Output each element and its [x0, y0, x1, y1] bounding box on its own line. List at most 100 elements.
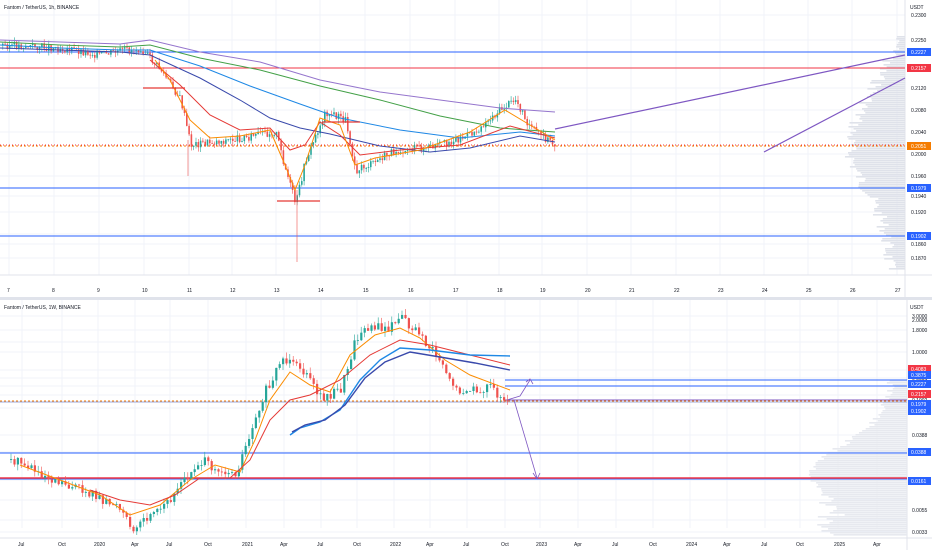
candle-body: [197, 465, 200, 470]
time-tick-label: 20: [585, 288, 591, 294]
hourly-chart-canvas[interactable]: 0.23000.22500.22000.21600.21200.20800.20…: [0, 0, 932, 297]
time-tick-label: 13: [274, 288, 280, 294]
weekly-chart-title: Fantom / TetherUS, 1W, BINANCE: [4, 305, 81, 311]
volume-profile-bar: [882, 60, 905, 62]
candle-body: [434, 144, 436, 149]
volume-profile-bar: [813, 466, 907, 468]
volume-profile-bar: [872, 214, 905, 216]
candle-body: [475, 386, 478, 393]
candle-body: [180, 482, 183, 489]
candle-body: [512, 100, 515, 102]
candle-body: [404, 314, 407, 319]
candle-body: [390, 149, 393, 156]
candle-body: [521, 110, 524, 112]
currency-label: USDT: [910, 305, 924, 311]
volume-profile-bar: [856, 168, 905, 170]
candle-body: [132, 526, 135, 532]
candle-body: [204, 141, 206, 146]
candle-body: [44, 475, 47, 478]
candle-body: [452, 141, 455, 145]
candle-body: [10, 459, 13, 460]
volume-profile-bar: [891, 236, 905, 238]
volume-profile-bar: [895, 264, 905, 266]
candle-body: [156, 508, 159, 513]
time-tick-label: Jul: [18, 542, 24, 548]
candle-body: [489, 384, 492, 385]
volume-profile-bar: [877, 206, 905, 208]
candle-body: [245, 135, 248, 138]
candle-body: [190, 472, 193, 480]
price-tick-label: 0.0388: [912, 433, 928, 439]
candle-body: [258, 410, 261, 418]
volume-profile-bar: [809, 470, 907, 472]
candle-body: [498, 107, 501, 114]
volume-profile-bar: [898, 42, 905, 44]
candle-body: [448, 141, 450, 147]
volume-profile-bar: [883, 76, 905, 78]
volume-profile-bar: [849, 442, 907, 444]
volume-profile-bar: [840, 446, 907, 448]
time-tick-label: 11: [187, 288, 192, 294]
candle-body: [367, 328, 370, 331]
volume-profile-bar: [889, 398, 907, 400]
candle-body: [229, 138, 232, 140]
price-tag-label: 0.2051: [911, 144, 927, 150]
time-tick-label: 19: [540, 288, 546, 294]
candle-body: [234, 472, 237, 477]
candle-body: [197, 142, 200, 148]
volume-profile-bar: [822, 492, 907, 494]
time-tick-label: 12: [230, 288, 236, 294]
volume-profile-bar: [819, 502, 907, 504]
price-tick-label: 0.2250: [911, 38, 927, 44]
candle-body: [140, 51, 142, 53]
candle-body: [224, 471, 227, 475]
candle-body: [244, 445, 247, 455]
price-tag-bg: [907, 142, 931, 150]
volume-profile-bar: [829, 512, 907, 514]
price-tag-bg: [908, 371, 931, 379]
time-tick-label: Oct: [796, 542, 804, 548]
volume-profile-bar: [871, 80, 905, 82]
candle-body: [209, 139, 211, 144]
candle-body: [214, 469, 217, 471]
candle-body: [100, 52, 103, 54]
candle-body: [186, 113, 188, 126]
volume-profile-bar: [851, 436, 907, 438]
volume-profile-bar: [885, 248, 905, 250]
candle-body: [193, 469, 196, 473]
candle-body: [190, 134, 193, 147]
candle-body: [220, 140, 223, 144]
candle-body: [282, 150, 285, 165]
time-tick-label: 2025: [834, 542, 845, 548]
volume-profile-bar: [825, 504, 907, 506]
candle-body: [365, 167, 367, 169]
candle-body: [238, 135, 241, 143]
candle-body: [64, 50, 66, 53]
volume-profile-bar: [890, 62, 905, 64]
candle-body: [268, 385, 271, 388]
candle-body: [218, 140, 220, 144]
pane-divider[interactable]: [0, 297, 932, 300]
time-tick-label: 14: [318, 288, 324, 294]
candle-body: [2, 43, 4, 45]
volume-profile-bar: [895, 262, 905, 264]
volume-profile-bar: [832, 448, 907, 450]
candle-body: [275, 367, 278, 381]
volume-profile-bar: [836, 508, 907, 510]
candle-body: [122, 509, 125, 513]
volume-profile-bar: [821, 530, 907, 532]
candle-body: [268, 134, 271, 137]
candle-body: [96, 50, 98, 58]
candle-body: [337, 113, 340, 119]
candle-body: [450, 141, 453, 145]
hourly-chart-pane[interactable]: 0.23000.22500.22000.21600.21200.20800.20…: [0, 0, 932, 297]
currency-label: USDT: [910, 5, 924, 11]
candle-body: [40, 471, 43, 478]
time-tick-label: 15: [363, 288, 369, 294]
price-tag-label: 0.2157: [911, 392, 927, 398]
candle-body: [149, 52, 151, 55]
time-tick-label: 2020: [94, 542, 105, 548]
candle-body: [94, 54, 96, 58]
